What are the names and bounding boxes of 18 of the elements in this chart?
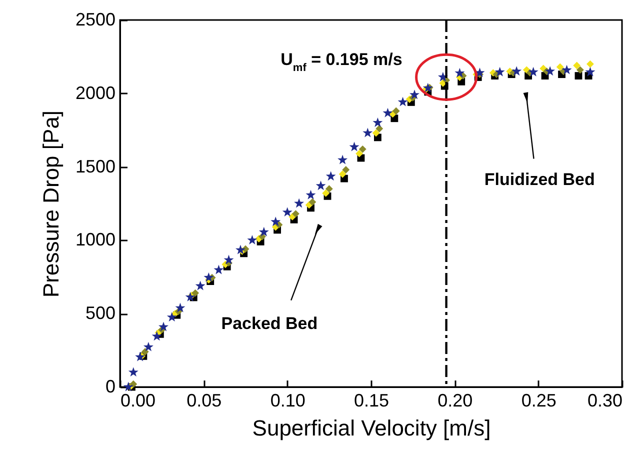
x-tick-label: 0.00	[120, 390, 156, 410]
y-axis-title: Pressure Drop [Pa]	[38, 110, 64, 298]
x-tick-label: 0.20	[438, 390, 473, 410]
x-tick-label: 0.05	[186, 390, 222, 410]
y-tick-label: 500	[85, 303, 116, 324]
y-tick-label: 2500	[75, 10, 116, 30]
y-tick-label: 0	[105, 376, 116, 396]
y-tick-label: 1000	[75, 230, 116, 250]
x-tick-label: 0.25	[521, 390, 556, 410]
x-tick-label: 0.10	[270, 390, 306, 410]
ref-line-label: U$_{mf}$ = 0.195 m/s	[280, 50, 402, 74]
annotation: Fluidized Bed	[484, 170, 595, 189]
annotation: Packed Bed	[221, 314, 318, 333]
y-tick-label: 2000	[75, 82, 116, 103]
y-tick-label: 1500	[75, 156, 116, 176]
x-axis-title: Superficial Velocity [m/s]	[252, 416, 491, 440]
x-tick-label: 0.30	[587, 390, 622, 410]
x-tick-label: 0.15	[354, 390, 390, 410]
